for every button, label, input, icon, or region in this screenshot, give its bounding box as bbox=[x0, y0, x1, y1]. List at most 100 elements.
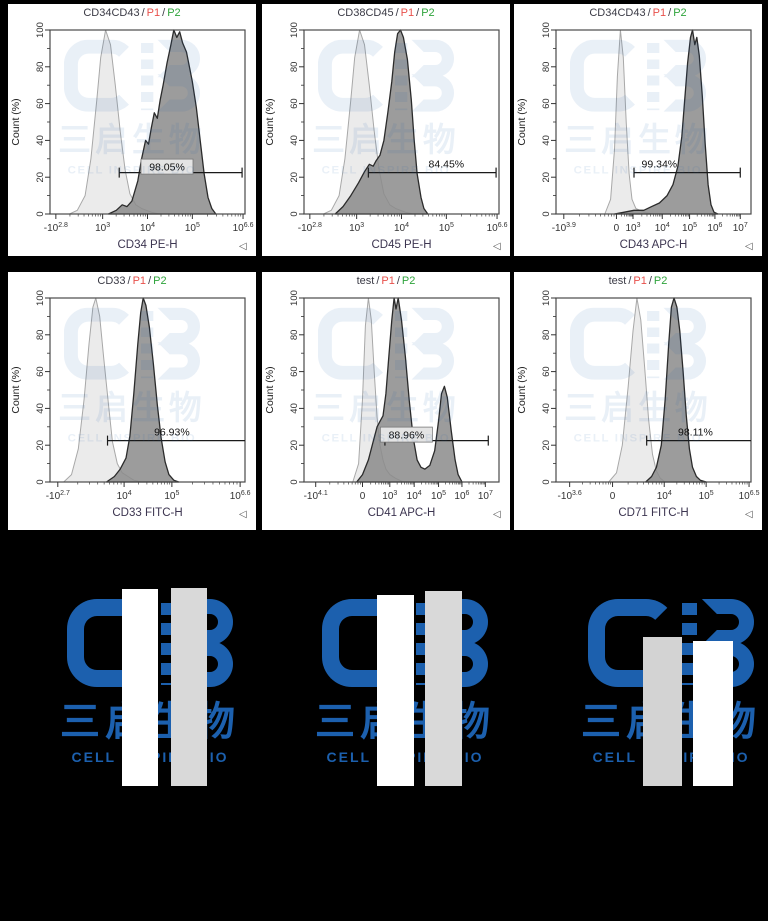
x-tick-label: -102.8 bbox=[44, 222, 68, 234]
scroll-left-icon: ◁ bbox=[745, 509, 753, 520]
x-axis-label: CD43 APC-H bbox=[620, 239, 688, 251]
plot-title-separator: / bbox=[148, 275, 152, 287]
bar-group bbox=[576, 585, 766, 786]
y-tick-label: 0 bbox=[289, 479, 300, 484]
x-tick-label: -103.9 bbox=[552, 222, 576, 234]
histogram-plot: 0 20 40 60 80 100 -102.7 104 105 106.6 Count (%) 96… bbox=[8, 290, 256, 522]
y-tick-label: 60 bbox=[541, 366, 552, 377]
plot-title-separator: / bbox=[127, 275, 131, 287]
bar bbox=[171, 588, 207, 786]
plot-title-separator: / bbox=[668, 7, 672, 19]
plot-title-p1: P1 bbox=[146, 7, 161, 19]
x-tick-label: 105 bbox=[682, 222, 697, 234]
histogram-svg: 0 20 40 60 80 100 -103.9 0 103 104 105 106 107 Count … bbox=[516, 22, 753, 252]
plot-title-separator: / bbox=[648, 275, 652, 287]
y-axis-label: Count (%) bbox=[10, 98, 22, 145]
y-tick-label: 40 bbox=[289, 135, 300, 146]
plot-title-separator: / bbox=[376, 275, 380, 287]
scroll-left-icon: ◁ bbox=[239, 241, 247, 252]
plot-title-p1: P1 bbox=[400, 7, 415, 19]
y-axis-label: Count (%) bbox=[10, 366, 22, 413]
x-tick-label: 103 bbox=[626, 222, 641, 234]
plot-title-name: CD38CD45 bbox=[337, 7, 394, 19]
plot-title-name: CD33 bbox=[97, 275, 126, 287]
x-tick-label: 105 bbox=[185, 222, 200, 234]
plot-title: CD34CD43/P1/P2 bbox=[8, 4, 256, 22]
plot-title-p2: P2 bbox=[653, 275, 668, 287]
histogram-plot: 0 20 40 60 80 100 -104.1 0 103 104 105 106 107 Count … bbox=[262, 290, 510, 522]
bar bbox=[425, 591, 462, 786]
plot-title-p1: P1 bbox=[652, 7, 667, 19]
plot-title-p2: P2 bbox=[673, 7, 687, 19]
bar bbox=[643, 637, 682, 786]
plot-title: test / P1/P2 bbox=[514, 272, 762, 290]
scroll-left-icon: ◁ bbox=[239, 509, 247, 520]
y-tick-label: 40 bbox=[541, 135, 552, 146]
y-tick-label: 60 bbox=[289, 366, 300, 377]
histogram-panel-cd34-pe: 三启生物 CELL INSPIRE BIO CD34CD43/P1/P2 0 20 4… bbox=[8, 4, 256, 256]
plot-title-name: CD34CD43 bbox=[83, 7, 140, 19]
y-axis-label: Count (%) bbox=[264, 366, 276, 413]
gate-percent-label: 98.11% bbox=[678, 427, 713, 439]
y-tick-label: 100 bbox=[541, 290, 552, 306]
control-curve bbox=[608, 297, 666, 483]
y-tick-label: 100 bbox=[289, 290, 300, 306]
x-axis-label: CD71 FITC-H bbox=[618, 507, 688, 519]
x-tick-label: 103 bbox=[95, 222, 110, 234]
sample-curve bbox=[334, 29, 429, 215]
y-tick-label: 40 bbox=[35, 403, 46, 414]
x-tick-label: -102.7 bbox=[46, 490, 70, 502]
y-tick-label: 100 bbox=[35, 290, 46, 306]
y-tick-label: 40 bbox=[541, 403, 552, 414]
gate-percent-label: 84.45% bbox=[429, 159, 465, 171]
x-tick-label: 106.6 bbox=[233, 222, 254, 234]
histogram-svg: 0 20 40 60 80 100 -102.8 103 104 105 106.6 Count (%… bbox=[264, 22, 508, 252]
plot-title-separator: / bbox=[141, 7, 145, 19]
histogram-svg: 0 20 40 60 80 100 -102.7 104 105 106.6 Count (%) 96… bbox=[10, 290, 251, 520]
bar-group bbox=[310, 585, 500, 786]
bar bbox=[122, 589, 158, 786]
x-tick-label: 105 bbox=[699, 490, 714, 502]
x-tick-label: 106.6 bbox=[230, 490, 251, 502]
histogram-plot: 0 20 40 60 80 100 -103.9 0 103 104 105 106 107 Count … bbox=[514, 22, 762, 254]
plot-title-name: test bbox=[356, 275, 375, 287]
histogram-plot: 0 20 40 60 80 100 -102.8 103 104 105 106.6 Count (%… bbox=[262, 22, 510, 254]
plot-title: test / P1/P2 bbox=[262, 272, 510, 290]
plot-title: CD33/P1/P2 bbox=[8, 272, 256, 290]
x-tick-label: 105 bbox=[164, 490, 179, 502]
x-tick-label: 106.5 bbox=[739, 490, 760, 502]
y-tick-label: 80 bbox=[541, 62, 552, 73]
y-tick-label: 20 bbox=[35, 172, 46, 183]
x-tick-label: 103 bbox=[349, 222, 364, 234]
y-tick-label: 0 bbox=[35, 479, 46, 484]
histogram-panel-cd43-apc: 三启生物 CELL INSPIRE BIO CD34CD43/P1/P2 0 20 4… bbox=[514, 4, 762, 256]
x-tick-label: 105 bbox=[431, 490, 446, 502]
y-axis-label: Count (%) bbox=[516, 98, 528, 145]
y-tick-label: 80 bbox=[35, 330, 46, 341]
x-tick-label: 107 bbox=[733, 222, 748, 234]
x-tick-label: -104.1 bbox=[304, 490, 328, 502]
x-axis-label: CD45 PE-H bbox=[371, 239, 431, 251]
x-tick-label: 107 bbox=[478, 490, 493, 502]
scroll-left-icon: ◁ bbox=[493, 509, 501, 520]
x-tick-label: 106 bbox=[454, 490, 469, 502]
plot-title-separator: / bbox=[395, 7, 399, 19]
y-tick-label: 20 bbox=[541, 172, 552, 183]
histogram-svg: 0 20 40 60 80 100 -103.6 0 104 105 106.5 Count (%) 9… bbox=[516, 290, 760, 520]
x-tick-label: -102.8 bbox=[298, 222, 322, 234]
y-tick-label: 40 bbox=[35, 135, 46, 146]
y-tick-label: 80 bbox=[289, 62, 300, 73]
x-tick-label: 0 bbox=[610, 491, 616, 502]
bar-group bbox=[55, 585, 245, 786]
x-tick-label: 104 bbox=[657, 490, 672, 502]
plot-title: CD38CD45/P1/P2 bbox=[262, 4, 510, 22]
x-tick-label: 106 bbox=[707, 222, 722, 234]
gate-percent-label: 99.34% bbox=[642, 159, 678, 171]
y-tick-label: 60 bbox=[35, 98, 46, 109]
